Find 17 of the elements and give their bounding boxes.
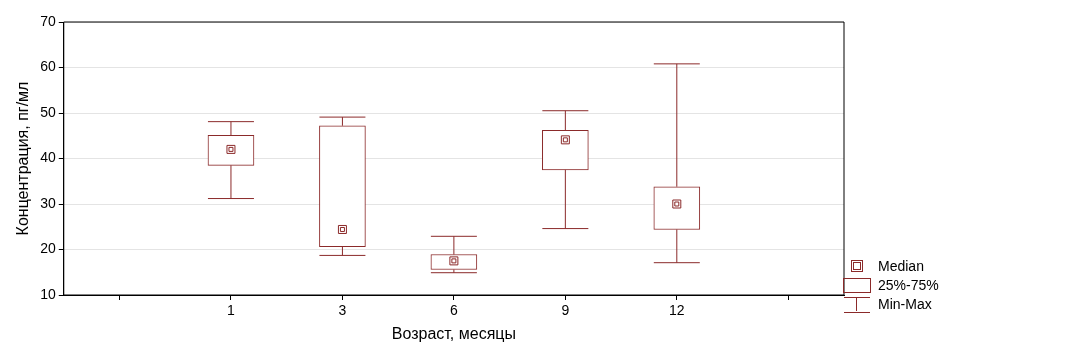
y-tick-label: 30 bbox=[40, 194, 56, 211]
x-tick-label: 6 bbox=[449, 302, 458, 319]
y-axis-title: Концентрация, пг/мл bbox=[14, 81, 32, 236]
text: Median bbox=[878, 257, 924, 274]
y-tick-label: 10 bbox=[40, 285, 56, 302]
text: Min-Max bbox=[878, 295, 932, 312]
text: 25%-75% bbox=[878, 276, 939, 293]
y-tick-label: 50 bbox=[40, 103, 56, 120]
x-tick-label: 1 bbox=[227, 302, 236, 319]
x-tick-label: 12 bbox=[669, 302, 685, 319]
y-tick-label: 20 bbox=[40, 240, 56, 257]
x-tick-label: 9 bbox=[561, 302, 570, 319]
y-tick-label: 40 bbox=[40, 149, 56, 166]
y-tick-label: 70 bbox=[40, 12, 56, 29]
y-tick-label: 60 bbox=[40, 58, 56, 75]
x-axis-title: Возраст, месяцы bbox=[391, 324, 516, 342]
x-tick-label: 3 bbox=[338, 302, 347, 319]
